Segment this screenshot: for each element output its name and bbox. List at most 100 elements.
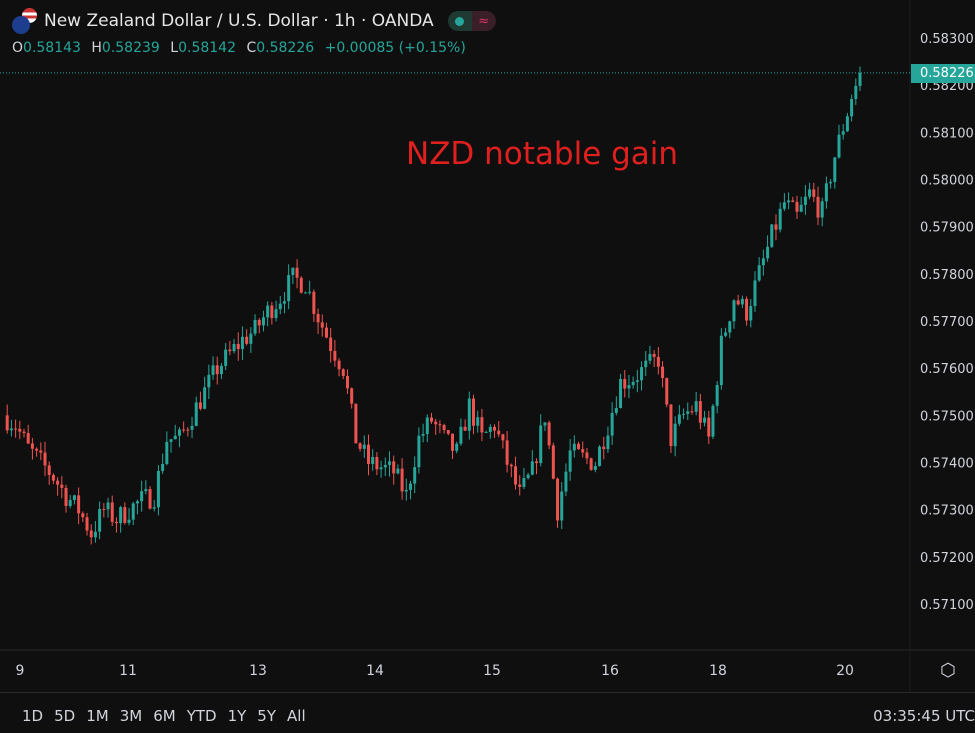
candle xyxy=(484,430,488,433)
candle xyxy=(26,424,30,445)
x-tick-label: 13 xyxy=(249,663,267,679)
candle-body xyxy=(270,305,274,319)
candle-body xyxy=(114,521,118,524)
candle xyxy=(509,463,513,478)
candle-body xyxy=(350,388,354,404)
candle xyxy=(480,408,484,442)
high-label: H xyxy=(91,40,102,56)
candle-body xyxy=(669,404,673,447)
candle xyxy=(308,280,312,295)
candle-body xyxy=(451,433,455,451)
candle xyxy=(198,391,202,411)
range-1d[interactable]: 1D xyxy=(22,707,44,725)
range-5d[interactable]: 5D xyxy=(54,707,76,725)
candle xyxy=(677,405,681,427)
candle-body xyxy=(463,426,467,431)
candle-body xyxy=(593,465,597,470)
candle xyxy=(228,340,232,356)
candle xyxy=(522,467,526,490)
candle xyxy=(732,299,736,329)
candle xyxy=(211,356,215,380)
candle xyxy=(106,497,110,518)
candle-body xyxy=(770,224,774,247)
candle xyxy=(215,356,219,385)
candle xyxy=(442,423,446,434)
range-5y[interactable]: 5Y xyxy=(257,707,277,725)
candle-body xyxy=(295,267,299,278)
candle-body xyxy=(732,300,736,322)
candle xyxy=(114,517,118,533)
candle xyxy=(341,368,345,380)
candle-body xyxy=(39,450,43,453)
candle-body xyxy=(543,422,547,426)
candle xyxy=(144,480,148,495)
candle-body xyxy=(724,332,728,336)
price-chart[interactable]: 0.583000.582000.581000.580000.579000.578… xyxy=(0,0,975,692)
candle xyxy=(9,419,13,437)
candle xyxy=(182,421,186,433)
candle-body xyxy=(408,483,412,490)
candle xyxy=(698,393,702,430)
symbol-title: New Zealand Dollar / U.S. Dollar · 1h · … xyxy=(44,11,434,31)
candle xyxy=(123,502,127,525)
utc-clock[interactable]: 03:35:45 UTC xyxy=(873,707,975,725)
range-ytd[interactable]: YTD xyxy=(186,707,217,725)
candle xyxy=(312,289,316,322)
candle xyxy=(497,421,501,438)
range-1m[interactable]: 1M xyxy=(86,707,109,725)
currency-flags-icon xyxy=(12,8,38,34)
candle xyxy=(438,420,442,434)
candle xyxy=(371,449,375,471)
candle xyxy=(585,447,589,465)
candle xyxy=(337,358,341,377)
candle xyxy=(833,156,837,189)
candle-body xyxy=(623,378,627,389)
candle-body xyxy=(148,489,152,509)
candle xyxy=(207,364,211,400)
candle xyxy=(526,472,530,480)
candle xyxy=(375,452,379,476)
candle xyxy=(60,476,64,499)
candle-body xyxy=(366,444,370,465)
candle xyxy=(635,369,639,393)
candle xyxy=(547,420,551,450)
candle-body xyxy=(581,449,585,453)
market-status[interactable]: ≈ xyxy=(447,11,496,31)
y-tick-label: 0.57300 xyxy=(920,504,974,519)
range-6m[interactable]: 6M xyxy=(153,707,176,725)
candle-body xyxy=(404,489,408,492)
candle xyxy=(236,332,240,361)
current-price-label: 0.58226 xyxy=(911,64,975,83)
candle-body xyxy=(564,471,568,492)
y-tick-label: 0.57700 xyxy=(920,315,974,330)
candle xyxy=(400,458,404,500)
candle xyxy=(173,424,177,440)
candle xyxy=(816,186,820,226)
candle-body xyxy=(535,461,539,464)
candle xyxy=(472,394,476,435)
candle-body xyxy=(240,336,244,350)
settings-icon[interactable]: ⬡ xyxy=(940,660,956,681)
candle-body xyxy=(766,246,770,259)
candle xyxy=(77,487,81,525)
candle-body xyxy=(820,201,824,218)
candle-body xyxy=(232,344,236,352)
candle xyxy=(190,416,194,439)
candle-body xyxy=(850,99,854,117)
candle-body xyxy=(383,464,387,468)
range-3m[interactable]: 3M xyxy=(119,707,143,725)
range-all[interactable]: All xyxy=(287,707,306,725)
candle-body xyxy=(556,478,560,521)
candle-body xyxy=(93,531,97,538)
candle-body xyxy=(140,491,144,502)
candle-body xyxy=(190,425,194,430)
close-value: 0.58226 xyxy=(256,40,315,56)
candle xyxy=(30,437,34,460)
candle-body xyxy=(808,189,812,197)
candle xyxy=(303,291,307,294)
range-1y[interactable]: 1Y xyxy=(227,707,247,725)
candle-body xyxy=(480,417,484,433)
candle xyxy=(619,373,623,409)
candle xyxy=(219,363,223,379)
symbol-header[interactable]: New Zealand Dollar / U.S. Dollar · 1h · … xyxy=(12,8,496,34)
